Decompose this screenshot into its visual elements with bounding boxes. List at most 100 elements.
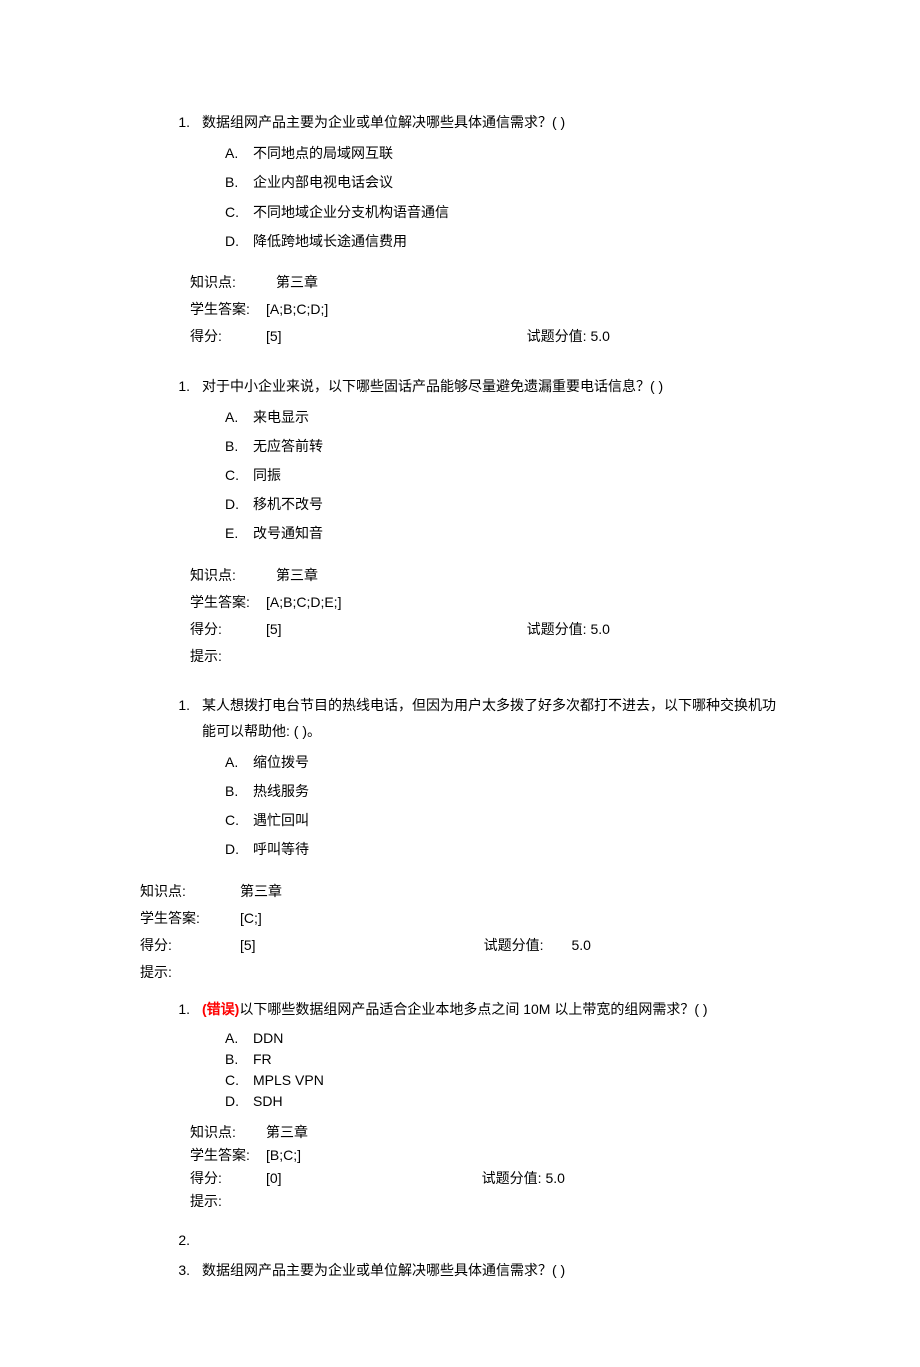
option-label: C.: [225, 808, 253, 833]
score-label: 得分:: [190, 324, 266, 349]
option-b: B.热线服务: [225, 779, 780, 804]
option-a: A.缩位拨号: [225, 750, 780, 775]
option-b: B.无应答前转: [225, 434, 780, 459]
question-5: 2. 3. 数据组网产品主要为企业或单位解决哪些具体通信需求？( ): [140, 1228, 780, 1282]
option-text: FR: [253, 1049, 780, 1070]
student-answer-label: 学生答案:: [190, 297, 266, 322]
student-answer-value: [B;C;]: [266, 1145, 301, 1166]
student-answer-value: [C;]: [240, 906, 262, 931]
option-label: D.: [225, 229, 253, 254]
score-value: [5]: [266, 617, 282, 642]
option-label: D.: [225, 837, 253, 862]
question-text-content: 以下哪些数据组网产品适合企业本地多点之间 10M 以上带宽的组网需求？( ): [239, 1001, 707, 1017]
question-score-value: 5.0: [586, 617, 609, 642]
kp-label: 知识点:: [190, 270, 266, 295]
option-b: B.FR: [225, 1049, 780, 1070]
hint-label: 提示:: [140, 960, 240, 985]
student-answer-value: [A;B;C;D;E;]: [266, 590, 341, 615]
score-label: 得分:: [140, 933, 240, 958]
question-score-value: 5.0: [541, 1168, 564, 1189]
option-label: B.: [225, 779, 253, 804]
question-score-label: 试题分值:: [484, 933, 544, 958]
question-meta: 知识点: 第三章 学生答案: [C;] 得分: [5] 试题分值: 5.0 提示…: [140, 879, 780, 986]
kp-value: 第三章: [266, 1122, 308, 1143]
kp-value: 第三章: [266, 270, 318, 295]
question-3: 1. 某人想拨打电台节目的热线电话，但因为用户太多拨了好多次都打不进去，以下哪种…: [140, 693, 780, 985]
option-a: A.来电显示: [225, 405, 780, 430]
option-label: A.: [225, 141, 253, 166]
score-value: [5]: [240, 933, 256, 958]
question-4: 1. (错误)以下哪些数据组网产品适合企业本地多点之间 10M 以上带宽的组网需…: [140, 997, 780, 1212]
option-label: B.: [225, 1049, 253, 1070]
option-text: 企业内部电视电话会议: [253, 170, 780, 195]
score-label: 得分:: [190, 617, 266, 642]
option-text: 不同地点的局域网互联: [253, 141, 780, 166]
kp-label: 知识点:: [190, 563, 266, 588]
error-badge: (错误): [202, 1001, 239, 1017]
option-text: 改号通知音: [253, 521, 780, 546]
option-label: B.: [225, 434, 253, 459]
question-text: [202, 1228, 780, 1253]
question-number: 1.: [140, 997, 202, 1022]
option-label: D.: [225, 492, 253, 517]
question-meta: 知识点: 第三章 学生答案: [A;B;C;D;E;] 得分: [5] 试题分值…: [140, 563, 780, 670]
option-label: C.: [225, 463, 253, 488]
option-text: 来电显示: [253, 405, 780, 430]
option-b: B. 企业内部电视电话会议: [225, 170, 780, 195]
score-value: [0]: [266, 1168, 282, 1189]
question-2: 1. 对于中小企业来说，以下哪些固话产品能够尽量避免遗漏重要电话信息？( ) A…: [140, 374, 780, 670]
option-label: A.: [225, 750, 253, 775]
kp-value: 第三章: [266, 563, 318, 588]
option-d: D.SDH: [225, 1091, 780, 1112]
option-text: DDN: [253, 1028, 780, 1049]
option-text: 无应答前转: [253, 434, 780, 459]
options: A.来电显示 B.无应答前转 C.同振 D.移机不改号 E.改号通知音: [140, 405, 780, 547]
option-d: D. 降低跨地域长途通信费用: [225, 229, 780, 254]
question-score-label: 试题分值:: [527, 617, 587, 642]
option-text: 同振: [253, 463, 780, 488]
question-text: 数据组网产品主要为企业或单位解决哪些具体通信需求？( ): [202, 110, 780, 135]
kp-label: 知识点:: [140, 879, 240, 904]
question-line: 1. 数据组网产品主要为企业或单位解决哪些具体通信需求？( ): [140, 110, 780, 135]
options: A.DDN B.FR C.MPLS VPN D.SDH: [140, 1028, 780, 1112]
option-c: C.同振: [225, 463, 780, 488]
question-line: 3. 数据组网产品主要为企业或单位解决哪些具体通信需求？( ): [140, 1258, 780, 1283]
option-text: 热线服务: [253, 779, 780, 804]
question-number: 1.: [140, 110, 202, 135]
score-value: [5]: [266, 324, 282, 349]
option-text: 不同地域企业分支机构语音通信: [253, 200, 780, 225]
option-label: D.: [225, 1091, 253, 1112]
question-line: 1. 某人想拨打电台节目的热线电话，但因为用户太多拨了好多次都打不进去，以下哪种…: [140, 693, 780, 743]
kp-value: 第三章: [240, 879, 282, 904]
option-label: E.: [225, 521, 253, 546]
question-text: 对于中小企业来说，以下哪些固话产品能够尽量避免遗漏重要电话信息？( ): [202, 374, 780, 399]
option-text: 呼叫等待: [253, 837, 780, 862]
question-1: 1. 数据组网产品主要为企业或单位解决哪些具体通信需求？( ) A. 不同地点的…: [140, 110, 780, 350]
question-score-value: 5.0: [586, 324, 609, 349]
question-number: 3.: [140, 1258, 202, 1283]
option-label: B.: [225, 170, 253, 195]
option-a: A. 不同地点的局域网互联: [225, 141, 780, 166]
question-line: 1. (错误)以下哪些数据组网产品适合企业本地多点之间 10M 以上带宽的组网需…: [140, 997, 780, 1022]
question-text: (错误)以下哪些数据组网产品适合企业本地多点之间 10M 以上带宽的组网需求？(…: [202, 997, 780, 1022]
option-label: A.: [225, 1028, 253, 1049]
option-d: D.呼叫等待: [225, 837, 780, 862]
question-text: 某人想拨打电台节目的热线电话，但因为用户太多拨了好多次都打不进去，以下哪种交换机…: [202, 693, 780, 743]
question-score-value: 5.0: [543, 933, 590, 958]
option-text: 缩位拨号: [253, 750, 780, 775]
option-e: E.改号通知音: [225, 521, 780, 546]
option-a: A.DDN: [225, 1028, 780, 1049]
question-line: 2.: [140, 1228, 780, 1253]
option-text: 降低跨地域长途通信费用: [253, 229, 780, 254]
option-label: A.: [225, 405, 253, 430]
option-text: 移机不改号: [253, 492, 780, 517]
option-c: C.MPLS VPN: [225, 1070, 780, 1091]
question-line: 1. 对于中小企业来说，以下哪些固话产品能够尽量避免遗漏重要电话信息？( ): [140, 374, 780, 399]
option-d: D.移机不改号: [225, 492, 780, 517]
hint-label: 提示:: [190, 1191, 266, 1212]
question-score-label: 试题分值:: [482, 1168, 542, 1189]
student-answer-label: 学生答案:: [190, 1145, 266, 1166]
question-number: 1.: [140, 374, 202, 399]
student-answer-label: 学生答案:: [190, 590, 266, 615]
student-answer-value: [A;B;C;D;]: [266, 297, 328, 322]
